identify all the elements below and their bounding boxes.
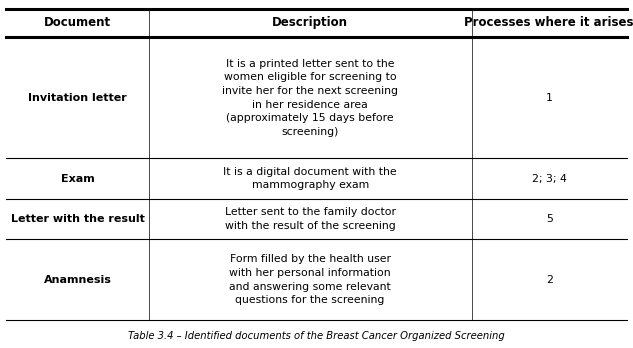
Text: 1: 1	[546, 93, 553, 103]
Text: Processes where it arises: Processes where it arises	[465, 16, 633, 30]
Text: 2; 3; 4: 2; 3; 4	[532, 174, 567, 184]
Text: Form filled by the health user
with her personal information
and answering some : Form filled by the health user with her …	[229, 254, 391, 305]
Text: Invitation letter: Invitation letter	[28, 93, 127, 103]
Text: It is a digital document with the
mammography exam: It is a digital document with the mammog…	[223, 167, 397, 190]
Text: 5: 5	[546, 214, 553, 224]
Text: Letter with the result: Letter with the result	[11, 214, 144, 224]
Text: Table 3.4 – Identified documents of the Breast Cancer Organized Screening: Table 3.4 – Identified documents of the …	[128, 331, 505, 341]
Text: Anamnesis: Anamnesis	[44, 275, 111, 285]
Text: Letter sent to the family doctor
with the result of the screening: Letter sent to the family doctor with th…	[225, 207, 396, 231]
Text: Document: Document	[44, 16, 111, 30]
Text: Exam: Exam	[61, 174, 94, 184]
Text: 2: 2	[546, 275, 553, 285]
Text: It is a printed letter sent to the
women eligible for screening to
invite her fo: It is a printed letter sent to the women…	[222, 59, 398, 137]
Text: Description: Description	[272, 16, 348, 30]
